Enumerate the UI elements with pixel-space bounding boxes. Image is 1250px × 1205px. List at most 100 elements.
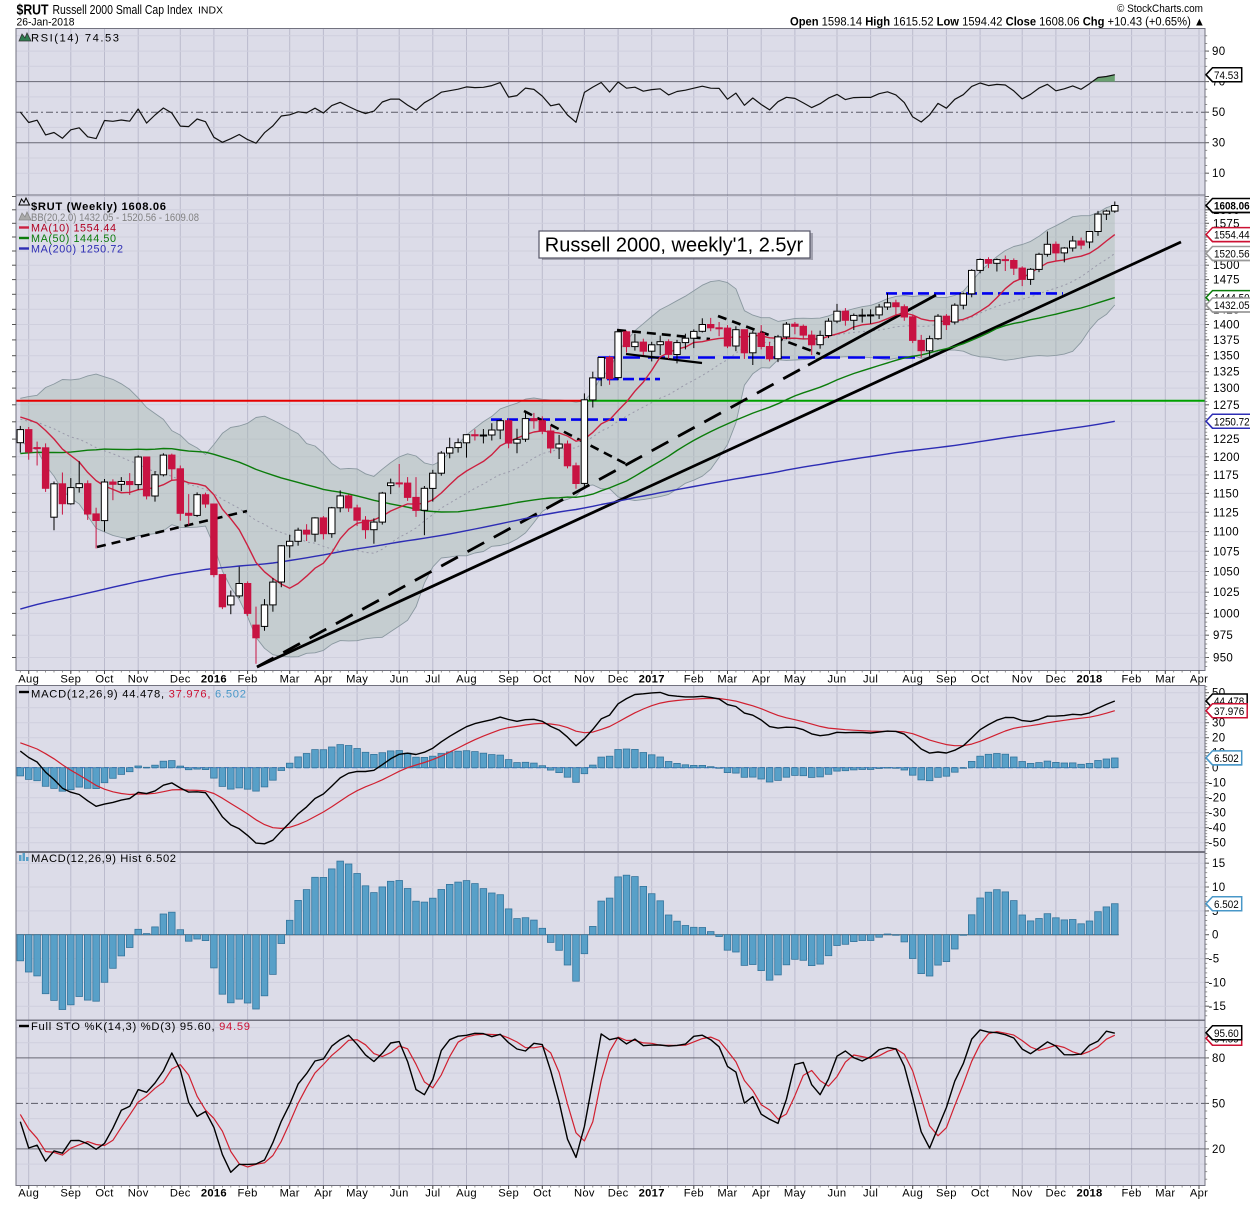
svg-text:1200: 1200 bbox=[1213, 452, 1240, 464]
svg-text:Nov: Nov bbox=[574, 1188, 595, 1200]
svg-text:1225: 1225 bbox=[1213, 434, 1240, 446]
svg-text:Nov: Nov bbox=[128, 674, 149, 686]
svg-text:Aug: Aug bbox=[902, 674, 923, 686]
svg-text:1275: 1275 bbox=[1213, 400, 1240, 412]
svg-text:5: 5 bbox=[1212, 906, 1219, 918]
svg-text:Nov: Nov bbox=[1012, 1188, 1033, 1200]
svg-text:80: 80 bbox=[1212, 1053, 1226, 1065]
svg-text:1100: 1100 bbox=[1213, 527, 1239, 539]
svg-text:Apr: Apr bbox=[1190, 1188, 1208, 1200]
svg-text:Aug: Aug bbox=[456, 1188, 477, 1200]
svg-text:Feb: Feb bbox=[1122, 1188, 1142, 1200]
svg-text:Dec: Dec bbox=[1046, 674, 1067, 686]
svg-text:Apr: Apr bbox=[314, 674, 332, 686]
svg-text:Aug: Aug bbox=[456, 674, 477, 686]
svg-text:1375: 1375 bbox=[1213, 335, 1240, 347]
svg-text:20: 20 bbox=[1212, 733, 1226, 745]
svg-text:10: 10 bbox=[1212, 168, 1226, 180]
svg-text:$RUT: $RUT bbox=[17, 2, 49, 19]
svg-text:1175: 1175 bbox=[1213, 470, 1239, 482]
svg-text:1250.72: 1250.72 bbox=[1214, 416, 1250, 428]
svg-text:1400: 1400 bbox=[1213, 320, 1240, 332]
svg-text:Full STO %K(14,3) %D(3) 95.60,: Full STO %K(14,3) %D(3) 95.60, 94.59 bbox=[31, 1021, 250, 1033]
svg-text:Oct: Oct bbox=[95, 674, 114, 686]
svg-text:6.502: 6.502 bbox=[1214, 899, 1239, 911]
svg-text:Jul: Jul bbox=[863, 1188, 878, 1200]
svg-text:Jun: Jun bbox=[828, 1188, 847, 1200]
svg-text:Sep: Sep bbox=[498, 674, 519, 686]
svg-text:1325: 1325 bbox=[1213, 367, 1240, 379]
svg-text:Mar: Mar bbox=[280, 1188, 300, 1200]
svg-text:1300: 1300 bbox=[1213, 383, 1240, 395]
svg-text:1050: 1050 bbox=[1213, 567, 1240, 579]
svg-text:30: 30 bbox=[1212, 718, 1226, 730]
svg-text:2016: 2016 bbox=[201, 674, 227, 686]
svg-text:MA(200) 1250.72: MA(200) 1250.72 bbox=[31, 244, 123, 256]
svg-text:30: 30 bbox=[1212, 138, 1226, 150]
svg-text:26-Jan-2018: 26-Jan-2018 bbox=[17, 17, 75, 29]
svg-text:Nov: Nov bbox=[1012, 674, 1033, 686]
svg-text:Mar: Mar bbox=[1155, 1188, 1175, 1200]
svg-text:1350: 1350 bbox=[1213, 351, 1240, 363]
svg-text:1075: 1075 bbox=[1213, 546, 1240, 558]
svg-text:Feb: Feb bbox=[238, 1188, 258, 1200]
svg-text:INDX: INDX bbox=[198, 5, 223, 17]
svg-text:2018: 2018 bbox=[1076, 1188, 1102, 1200]
svg-text:950: 950 bbox=[1213, 653, 1233, 665]
svg-text:Oct: Oct bbox=[95, 1188, 114, 1200]
svg-text:Aug: Aug bbox=[902, 1188, 923, 1200]
svg-text:Jun: Jun bbox=[828, 674, 847, 686]
svg-text:1025: 1025 bbox=[1213, 587, 1240, 599]
svg-text:1432.05: 1432.05 bbox=[1214, 300, 1250, 312]
svg-text:10: 10 bbox=[1212, 882, 1226, 894]
svg-text:50: 50 bbox=[1212, 1098, 1226, 1110]
svg-text:Oct: Oct bbox=[533, 674, 552, 686]
svg-text:Apr: Apr bbox=[1190, 674, 1208, 686]
svg-text:-20: -20 bbox=[1209, 793, 1227, 805]
svg-text:Jun: Jun bbox=[390, 1188, 409, 1200]
svg-text:Dec: Dec bbox=[608, 674, 629, 686]
svg-text:BB(20,2.0) 1432.05 - 1520.56 -: BB(20,2.0) 1432.05 - 1520.56 - 1609.08 bbox=[31, 212, 199, 224]
svg-text:1500: 1500 bbox=[1213, 260, 1240, 272]
svg-text:Aug: Aug bbox=[18, 674, 39, 686]
svg-text:0: 0 bbox=[1212, 763, 1219, 775]
svg-text:1608.06: 1608.06 bbox=[1214, 201, 1250, 213]
svg-text:$RUT (Weekly) 1608.06: $RUT (Weekly) 1608.06 bbox=[31, 201, 166, 213]
svg-text:Russell 2000 Small Cap Index: Russell 2000 Small Cap Index bbox=[53, 3, 194, 17]
svg-text:-15: -15 bbox=[1209, 1001, 1227, 1013]
svg-text:1475: 1475 bbox=[1213, 275, 1240, 287]
svg-text:-40: -40 bbox=[1209, 823, 1227, 835]
svg-text:1150: 1150 bbox=[1213, 488, 1239, 500]
svg-text:50: 50 bbox=[1212, 107, 1226, 119]
svg-text:Nov: Nov bbox=[574, 674, 595, 686]
svg-text:95.60: 95.60 bbox=[1214, 1028, 1239, 1040]
svg-text:Sep: Sep bbox=[936, 674, 957, 686]
svg-text:Sep: Sep bbox=[60, 1188, 81, 1200]
svg-text:Sep: Sep bbox=[60, 674, 81, 686]
svg-text:Aug: Aug bbox=[18, 1188, 39, 1200]
svg-text:Feb: Feb bbox=[684, 674, 704, 686]
svg-text:RSI(14) 74.53: RSI(14) 74.53 bbox=[31, 33, 119, 45]
svg-text:MACD(12,26,9) Hist 6.502: MACD(12,26,9) Hist 6.502 bbox=[31, 853, 176, 865]
svg-text:Dec: Dec bbox=[170, 1188, 191, 1200]
svg-text:975: 975 bbox=[1213, 630, 1233, 642]
svg-text:1000: 1000 bbox=[1213, 608, 1240, 620]
svg-text:© StockCharts.com: © StockCharts.com bbox=[1117, 3, 1203, 15]
svg-text:Feb: Feb bbox=[684, 1188, 704, 1200]
svg-text:90: 90 bbox=[1212, 46, 1226, 58]
svg-text:May: May bbox=[784, 1188, 806, 1200]
svg-text:Dec: Dec bbox=[170, 674, 191, 686]
svg-text:2017: 2017 bbox=[639, 1188, 665, 1200]
svg-text:1520.56: 1520.56 bbox=[1214, 249, 1250, 261]
svg-text:-50: -50 bbox=[1209, 838, 1227, 850]
svg-text:Sep: Sep bbox=[498, 1188, 519, 1200]
svg-text:Apr: Apr bbox=[314, 1188, 332, 1200]
svg-text:Nov: Nov bbox=[128, 1188, 149, 1200]
svg-text:-10: -10 bbox=[1209, 778, 1227, 790]
svg-text:6.502: 6.502 bbox=[1214, 753, 1239, 765]
svg-text:MACD(12,26,9) 44.478, 37.976,: MACD(12,26,9) 44.478, 37.976, 6.502 bbox=[31, 689, 246, 701]
svg-text:Feb: Feb bbox=[1122, 674, 1142, 686]
svg-text:MA(50) 1444.50: MA(50) 1444.50 bbox=[31, 233, 116, 245]
svg-text:37.976: 37.976 bbox=[1214, 706, 1244, 718]
svg-text:Oct: Oct bbox=[533, 1188, 552, 1200]
